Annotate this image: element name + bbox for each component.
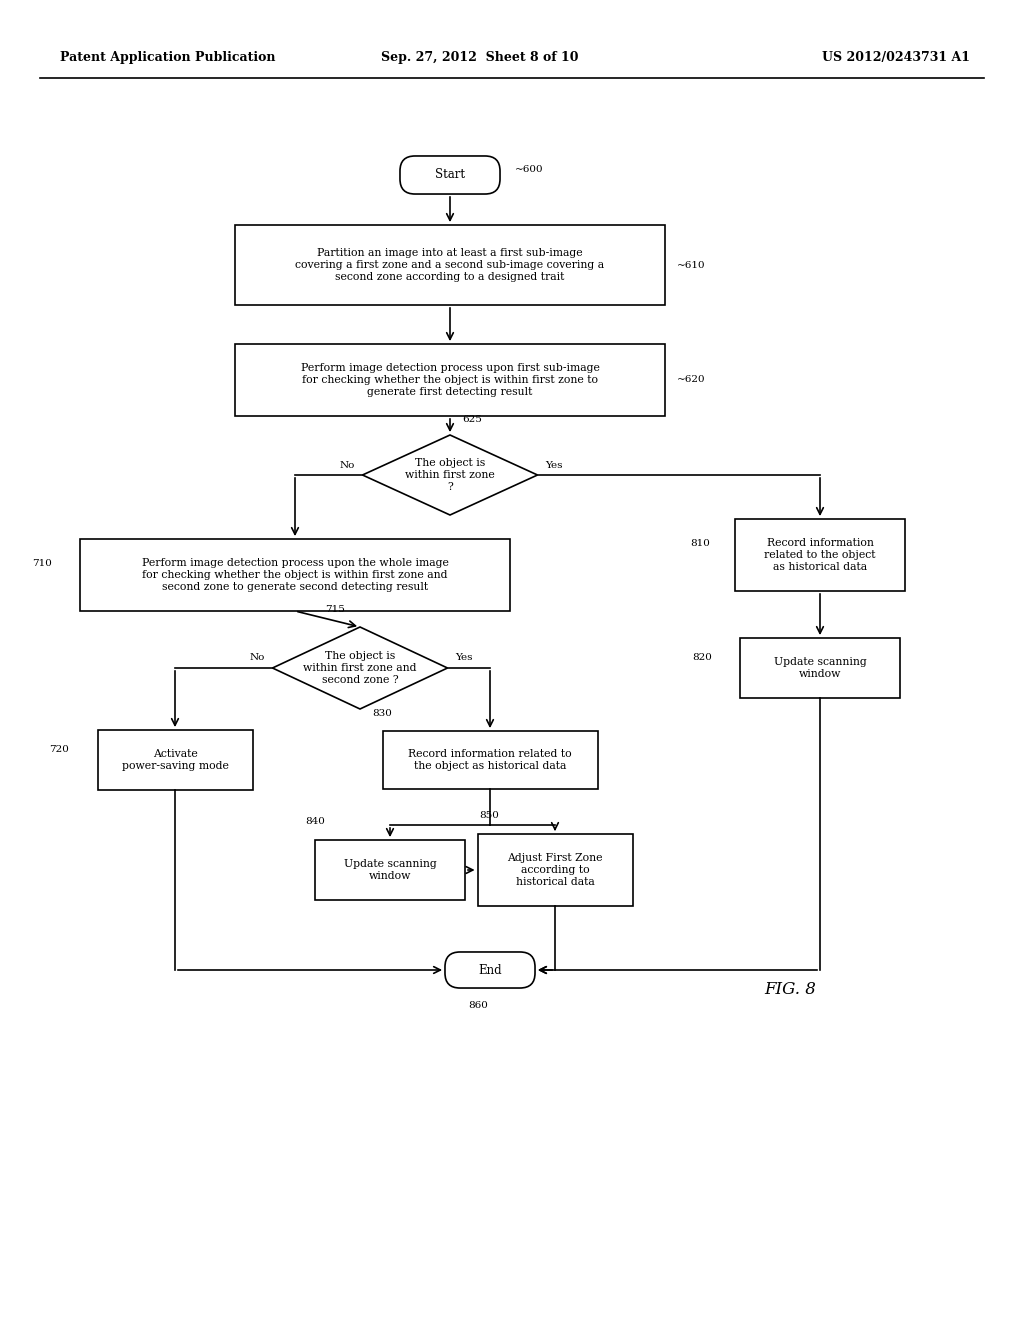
Text: Patent Application Publication: Patent Application Publication xyxy=(60,51,275,65)
Text: ~610: ~610 xyxy=(677,260,706,269)
Text: 810: 810 xyxy=(690,539,710,548)
FancyBboxPatch shape xyxy=(445,952,535,987)
Text: Update scanning
window: Update scanning window xyxy=(344,859,436,880)
Text: Sep. 27, 2012  Sheet 8 of 10: Sep. 27, 2012 Sheet 8 of 10 xyxy=(381,51,579,65)
FancyBboxPatch shape xyxy=(80,539,510,611)
FancyBboxPatch shape xyxy=(477,834,633,906)
Text: FIG. 8: FIG. 8 xyxy=(764,982,816,998)
Text: 715: 715 xyxy=(325,605,345,614)
Text: ~620: ~620 xyxy=(677,375,706,384)
Text: End: End xyxy=(478,964,502,977)
Text: 710: 710 xyxy=(32,558,52,568)
FancyBboxPatch shape xyxy=(234,224,665,305)
Text: Perform image detection process upon the whole image
for checking whether the ob: Perform image detection process upon the… xyxy=(141,558,449,591)
FancyBboxPatch shape xyxy=(383,731,597,789)
Text: Adjust First Zone
according to
historical data: Adjust First Zone according to historica… xyxy=(507,854,603,887)
Text: Yes: Yes xyxy=(546,461,563,470)
FancyBboxPatch shape xyxy=(400,156,500,194)
Text: Record information
related to the object
as historical data: Record information related to the object… xyxy=(764,539,876,572)
Text: 625: 625 xyxy=(462,416,482,425)
Text: Activate
power-saving mode: Activate power-saving mode xyxy=(122,750,228,771)
FancyBboxPatch shape xyxy=(315,840,465,900)
Text: 720: 720 xyxy=(49,746,70,755)
Text: The object is
within first zone
?: The object is within first zone ? xyxy=(406,458,495,491)
Text: No: No xyxy=(249,653,264,663)
FancyBboxPatch shape xyxy=(735,519,905,591)
Text: ~600: ~600 xyxy=(515,165,544,174)
FancyBboxPatch shape xyxy=(97,730,253,789)
Text: Start: Start xyxy=(435,169,465,181)
Text: 840: 840 xyxy=(305,817,325,826)
Text: The object is
within first zone and
second zone ?: The object is within first zone and seco… xyxy=(303,651,417,685)
Text: Record information related to
the object as historical data: Record information related to the object… xyxy=(409,750,571,771)
Text: 830: 830 xyxy=(373,709,392,718)
Text: Update scanning
window: Update scanning window xyxy=(773,657,866,678)
Polygon shape xyxy=(362,436,538,515)
Text: Yes: Yes xyxy=(456,653,473,663)
Polygon shape xyxy=(272,627,447,709)
Text: 820: 820 xyxy=(692,653,712,663)
Text: Partition an image into at least a first sub-image
covering a first zone and a s: Partition an image into at least a first… xyxy=(296,248,604,281)
Text: Perform image detection process upon first sub-image
for checking whether the ob: Perform image detection process upon fir… xyxy=(301,363,599,396)
Text: 860: 860 xyxy=(468,1002,487,1011)
FancyBboxPatch shape xyxy=(740,638,900,698)
FancyBboxPatch shape xyxy=(234,345,665,416)
Text: No: No xyxy=(339,461,354,470)
Text: US 2012/0243731 A1: US 2012/0243731 A1 xyxy=(822,51,970,65)
Text: 850: 850 xyxy=(479,812,500,821)
